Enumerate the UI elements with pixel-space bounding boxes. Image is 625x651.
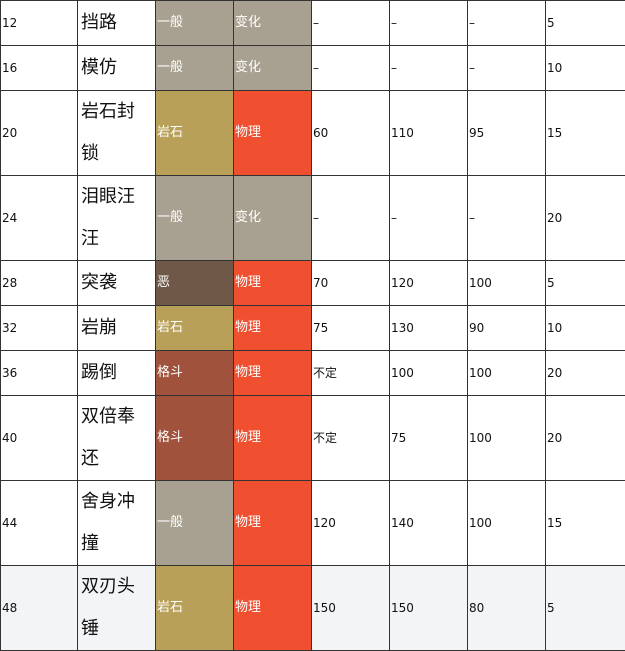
level-cell: 36 [0, 350, 78, 396]
move-name-cell: 双倍奉还 [77, 395, 156, 481]
type-cell: 岩石 [155, 305, 234, 351]
pp-cell: 5 [545, 565, 625, 651]
table-row: 48 双刃头锤 岩石 物理 150 150 80 5 [0, 565, 625, 651]
table-row: 12 挡路 一般 变化 – – – 5 [0, 0, 625, 46]
category-cell: 物理 [233, 480, 312, 566]
pp-cell: 5 [545, 260, 625, 306]
category-cell: 变化 [233, 175, 312, 261]
power-cell: – [311, 45, 390, 91]
level-cell: 20 [0, 90, 78, 176]
power-alt-cell: – [389, 175, 468, 261]
move-name-cell: 岩石封锁 [77, 90, 156, 176]
category-cell: 物理 [233, 565, 312, 651]
category-cell: 变化 [233, 45, 312, 91]
category-cell: 物理 [233, 90, 312, 176]
move-name-cell: 挡路 [77, 0, 156, 46]
level-cell: 28 [0, 260, 78, 306]
level-cell: 12 [0, 0, 78, 46]
accuracy-cell: 100 [467, 260, 546, 306]
power-cell: – [311, 175, 390, 261]
type-cell: 恶 [155, 260, 234, 306]
power-cell: 60 [311, 90, 390, 176]
accuracy-cell: 100 [467, 395, 546, 481]
type-cell: 一般 [155, 0, 234, 46]
accuracy-cell: 100 [467, 480, 546, 566]
category-cell: 变化 [233, 0, 312, 46]
accuracy-cell: – [467, 45, 546, 91]
power-cell: 75 [311, 305, 390, 351]
pp-cell: 10 [545, 305, 625, 351]
type-cell: 一般 [155, 45, 234, 91]
power-cell: 150 [311, 565, 390, 651]
category-cell: 物理 [233, 350, 312, 396]
table-row: 16 模仿 一般 变化 – – – 10 [0, 45, 625, 91]
category-cell: 物理 [233, 260, 312, 306]
power-cell: 不定 [311, 350, 390, 396]
type-cell: 一般 [155, 480, 234, 566]
accuracy-cell: 100 [467, 350, 546, 396]
pp-cell: 20 [545, 175, 625, 261]
pp-cell: 20 [545, 395, 625, 481]
pp-cell: 5 [545, 0, 625, 46]
accuracy-cell: 95 [467, 90, 546, 176]
accuracy-cell: – [467, 0, 546, 46]
move-name-cell: 岩崩 [77, 305, 156, 351]
level-cell: 40 [0, 395, 78, 481]
table-row: 44 舍身冲撞 一般 物理 120 140 100 15 [0, 480, 625, 566]
move-name-cell: 踢倒 [77, 350, 156, 396]
power-alt-cell: 75 [389, 395, 468, 481]
power-alt-cell: – [389, 45, 468, 91]
type-cell: 格斗 [155, 350, 234, 396]
pp-cell: 10 [545, 45, 625, 91]
level-cell: 16 [0, 45, 78, 91]
level-cell: 44 [0, 480, 78, 566]
move-name-cell: 双刃头锤 [77, 565, 156, 651]
level-cell: 48 [0, 565, 78, 651]
type-cell: 一般 [155, 175, 234, 261]
pp-cell: 15 [545, 480, 625, 566]
category-cell: 物理 [233, 395, 312, 481]
power-alt-cell: 120 [389, 260, 468, 306]
table-row: 28 突袭 恶 物理 70 120 100 5 [0, 260, 625, 306]
table-row: 36 踢倒 格斗 物理 不定 100 100 20 [0, 350, 625, 396]
accuracy-cell: 90 [467, 305, 546, 351]
table-row: 32 岩崩 岩石 物理 75 130 90 10 [0, 305, 625, 351]
type-cell: 岩石 [155, 565, 234, 651]
power-alt-cell: 150 [389, 565, 468, 651]
power-cell: 120 [311, 480, 390, 566]
power-cell: 70 [311, 260, 390, 306]
pp-cell: 15 [545, 90, 625, 176]
level-cell: 32 [0, 305, 78, 351]
move-name-cell: 突袭 [77, 260, 156, 306]
level-cell: 24 [0, 175, 78, 261]
move-name-cell: 模仿 [77, 45, 156, 91]
power-alt-cell: 100 [389, 350, 468, 396]
move-name-cell: 舍身冲撞 [77, 480, 156, 566]
table-row: 40 双倍奉还 格斗 物理 不定 75 100 20 [0, 395, 625, 481]
type-cell: 岩石 [155, 90, 234, 176]
power-cell: – [311, 0, 390, 46]
accuracy-cell: – [467, 175, 546, 261]
category-cell: 物理 [233, 305, 312, 351]
move-name-cell: 泪眼汪汪 [77, 175, 156, 261]
accuracy-cell: 80 [467, 565, 546, 651]
type-cell: 格斗 [155, 395, 234, 481]
power-alt-cell: – [389, 0, 468, 46]
power-alt-cell: 110 [389, 90, 468, 176]
table-row: 24 泪眼汪汪 一般 变化 – – – 20 [0, 175, 625, 261]
power-alt-cell: 140 [389, 480, 468, 566]
table-row: 20 岩石封锁 岩石 物理 60 110 95 15 [0, 90, 625, 176]
pp-cell: 20 [545, 350, 625, 396]
power-alt-cell: 130 [389, 305, 468, 351]
power-cell: 不定 [311, 395, 390, 481]
